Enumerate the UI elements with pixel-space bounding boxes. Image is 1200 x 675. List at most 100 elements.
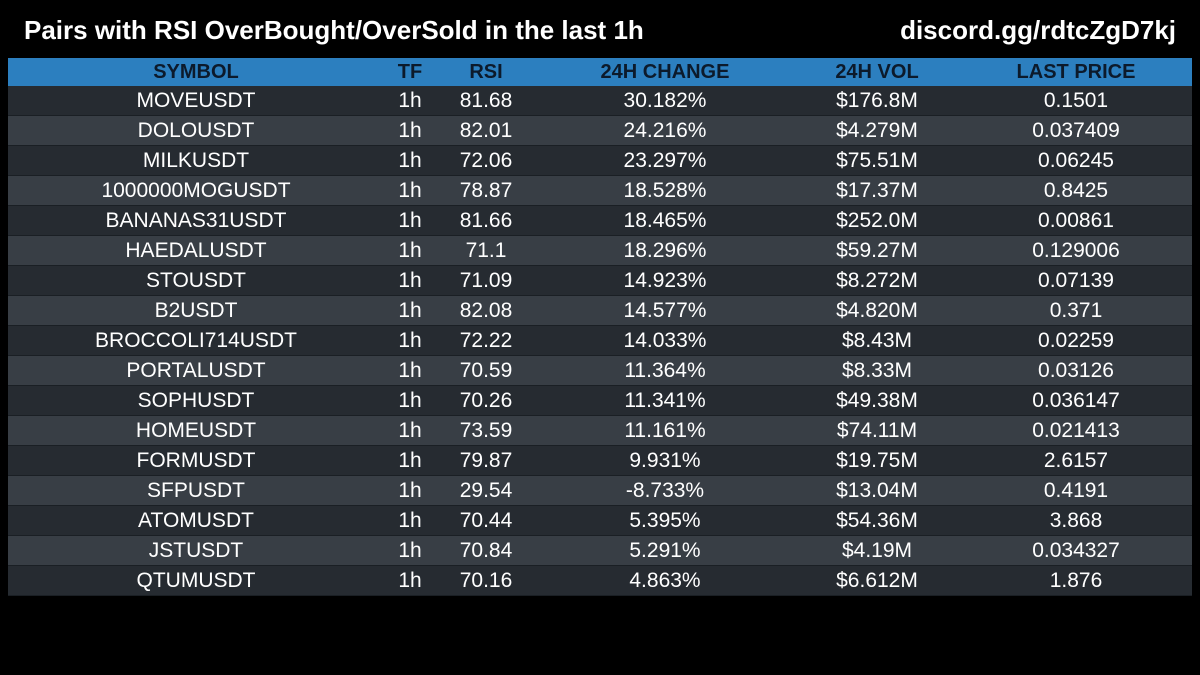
- cell-symbol: DOLOUSDT: [8, 115, 384, 146]
- cell-symbol: JSTUSDT: [8, 535, 384, 566]
- cell-rsi: 81.66: [436, 205, 536, 236]
- cell-symbol: MOVEUSDT: [8, 86, 384, 116]
- cell-last-price: 0.8425: [960, 175, 1192, 206]
- cell-symbol: FORMUSDT: [8, 445, 384, 476]
- cell-symbol: MILKUSDT: [8, 145, 384, 176]
- cell-tf: 1h: [384, 415, 436, 446]
- cell-rsi: 79.87: [436, 445, 536, 476]
- cell-24h-vol: $4.19M: [794, 535, 960, 566]
- cell-24h-change: 9.931%: [536, 445, 794, 476]
- cell-24h-vol: $74.11M: [794, 415, 960, 446]
- table-row: MILKUSDT 1h 72.06 23.297% $75.51M 0.06245: [8, 145, 1192, 176]
- cell-rsi: 70.26: [436, 385, 536, 416]
- table-row: HOMEUSDT 1h 73.59 11.161% $74.11M 0.021413: [8, 415, 1192, 446]
- cell-last-price: 0.037409: [960, 115, 1192, 146]
- cell-24h-vol: $8.272M: [794, 265, 960, 296]
- cell-last-price: 0.034327: [960, 535, 1192, 566]
- cell-24h-change: 14.033%: [536, 325, 794, 356]
- cell-last-price: 0.021413: [960, 415, 1192, 446]
- cell-tf: 1h: [384, 385, 436, 416]
- cell-tf: 1h: [384, 535, 436, 566]
- cell-tf: 1h: [384, 86, 436, 116]
- cell-last-price: 0.371: [960, 295, 1192, 326]
- cell-symbol: 1000000MOGUSDT: [8, 175, 384, 206]
- cell-last-price: 0.00861: [960, 205, 1192, 236]
- cell-24h-vol: $54.36M: [794, 505, 960, 536]
- cell-tf: 1h: [384, 115, 436, 146]
- cell-last-price: 0.07139: [960, 265, 1192, 296]
- column-header-rsi[interactable]: RSI: [436, 58, 536, 86]
- cell-tf: 1h: [384, 505, 436, 536]
- table-row: BROCCOLI714USDT 1h 72.22 14.033% $8.43M 0.022…: [8, 325, 1192, 356]
- cell-24h-vol: $75.51M: [794, 145, 960, 176]
- cell-tf: 1h: [384, 475, 436, 506]
- cell-rsi: 70.84: [436, 535, 536, 566]
- cell-symbol: PORTALUSDT: [8, 355, 384, 386]
- cell-rsi: 71.09: [436, 265, 536, 296]
- table-row: ATOMUSDT 1h 70.44 5.395% $54.36M 3.868: [8, 505, 1192, 536]
- column-header-last-price[interactable]: LAST PRICE: [960, 58, 1192, 86]
- cell-rsi: 73.59: [436, 415, 536, 446]
- cell-last-price: 0.4191: [960, 475, 1192, 506]
- cell-symbol: SFPUSDT: [8, 475, 384, 506]
- cell-24h-change: 11.364%: [536, 355, 794, 386]
- cell-rsi: 70.44: [436, 505, 536, 536]
- table-row: HAEDALUSDT 1h 71.1 18.296% $59.27M 0.129006: [8, 235, 1192, 266]
- cell-24h-change: -8.733%: [536, 475, 794, 506]
- cell-tf: 1h: [384, 235, 436, 266]
- cell-rsi: 82.01: [436, 115, 536, 146]
- table-row: MOVEUSDT 1h 81.68 30.182% $176.8M 0.1501: [8, 86, 1192, 116]
- cell-rsi: 78.87: [436, 175, 536, 206]
- cell-rsi: 72.06: [436, 145, 536, 176]
- cell-last-price: 1.876: [960, 565, 1192, 596]
- column-header-symbol[interactable]: SYMBOL: [8, 58, 384, 86]
- cell-symbol: STOUSDT: [8, 265, 384, 296]
- cell-24h-change: 23.297%: [536, 145, 794, 176]
- cell-symbol: ATOMUSDT: [8, 505, 384, 536]
- column-header-24h-change[interactable]: 24H CHANGE: [536, 58, 794, 86]
- cell-24h-change: 14.577%: [536, 295, 794, 326]
- pairs-table: SYMBOL TF RSI 24H CHANGE 24H VOL LAST PR…: [8, 58, 1192, 596]
- cell-symbol: HOMEUSDT: [8, 415, 384, 446]
- cell-last-price: 0.03126: [960, 355, 1192, 386]
- cell-rsi: 29.54: [436, 475, 536, 506]
- cell-24h-vol: $252.0M: [794, 205, 960, 236]
- cell-24h-vol: $8.33M: [794, 355, 960, 386]
- cell-24h-vol: $17.37M: [794, 175, 960, 206]
- cell-symbol: QTUMUSDT: [8, 565, 384, 596]
- discord-link[interactable]: discord.gg/rdtcZgD7kj: [900, 15, 1176, 45]
- cell-tf: 1h: [384, 445, 436, 476]
- page-title: Pairs with RSI OverBought/OverSold in th…: [24, 15, 644, 45]
- cell-last-price: 0.06245: [960, 145, 1192, 176]
- cell-symbol: SOPHUSDT: [8, 385, 384, 416]
- cell-last-price: 0.02259: [960, 325, 1192, 356]
- cell-24h-vol: $6.612M: [794, 565, 960, 596]
- header-bar: Pairs with RSI OverBought/OverSold in th…: [0, 0, 1200, 58]
- column-header-tf[interactable]: TF: [384, 58, 436, 86]
- cell-last-price: 0.036147: [960, 385, 1192, 416]
- cell-24h-vol: $19.75M: [794, 445, 960, 476]
- cell-24h-change: 18.296%: [536, 235, 794, 266]
- cell-last-price: 0.129006: [960, 235, 1192, 266]
- cell-24h-vol: $4.820M: [794, 295, 960, 326]
- cell-24h-change: 11.341%: [536, 385, 794, 416]
- table-row: STOUSDT 1h 71.09 14.923% $8.272M 0.07139: [8, 265, 1192, 296]
- table-row: SFPUSDT 1h 29.54 -8.733% $13.04M 0.4191: [8, 475, 1192, 506]
- table-row: QTUMUSDT 1h 70.16 4.863% $6.612M 1.876: [8, 565, 1192, 596]
- cell-24h-change: 24.216%: [536, 115, 794, 146]
- table-row: BANANAS31USDT 1h 81.66 18.465% $252.0M 0.0086…: [8, 205, 1192, 236]
- cell-last-price: 2.6157: [960, 445, 1192, 476]
- cell-24h-vol: $176.8M: [794, 86, 960, 116]
- cell-rsi: 81.68: [436, 86, 536, 116]
- cell-tf: 1h: [384, 175, 436, 206]
- cell-tf: 1h: [384, 295, 436, 326]
- cell-rsi: 72.22: [436, 325, 536, 356]
- table-row: JSTUSDT 1h 70.84 5.291% $4.19M 0.034327: [8, 535, 1192, 566]
- table-row: 1000000MOGUSDT 1h 78.87 18.528% $17.37M 0.842…: [8, 175, 1192, 206]
- cell-symbol: BROCCOLI714USDT: [8, 325, 384, 356]
- cell-tf: 1h: [384, 565, 436, 596]
- column-header-24h-vol[interactable]: 24H VOL: [794, 58, 960, 86]
- cell-last-price: 0.1501: [960, 86, 1192, 116]
- cell-24h-change: 18.465%: [536, 205, 794, 236]
- cell-24h-vol: $49.38M: [794, 385, 960, 416]
